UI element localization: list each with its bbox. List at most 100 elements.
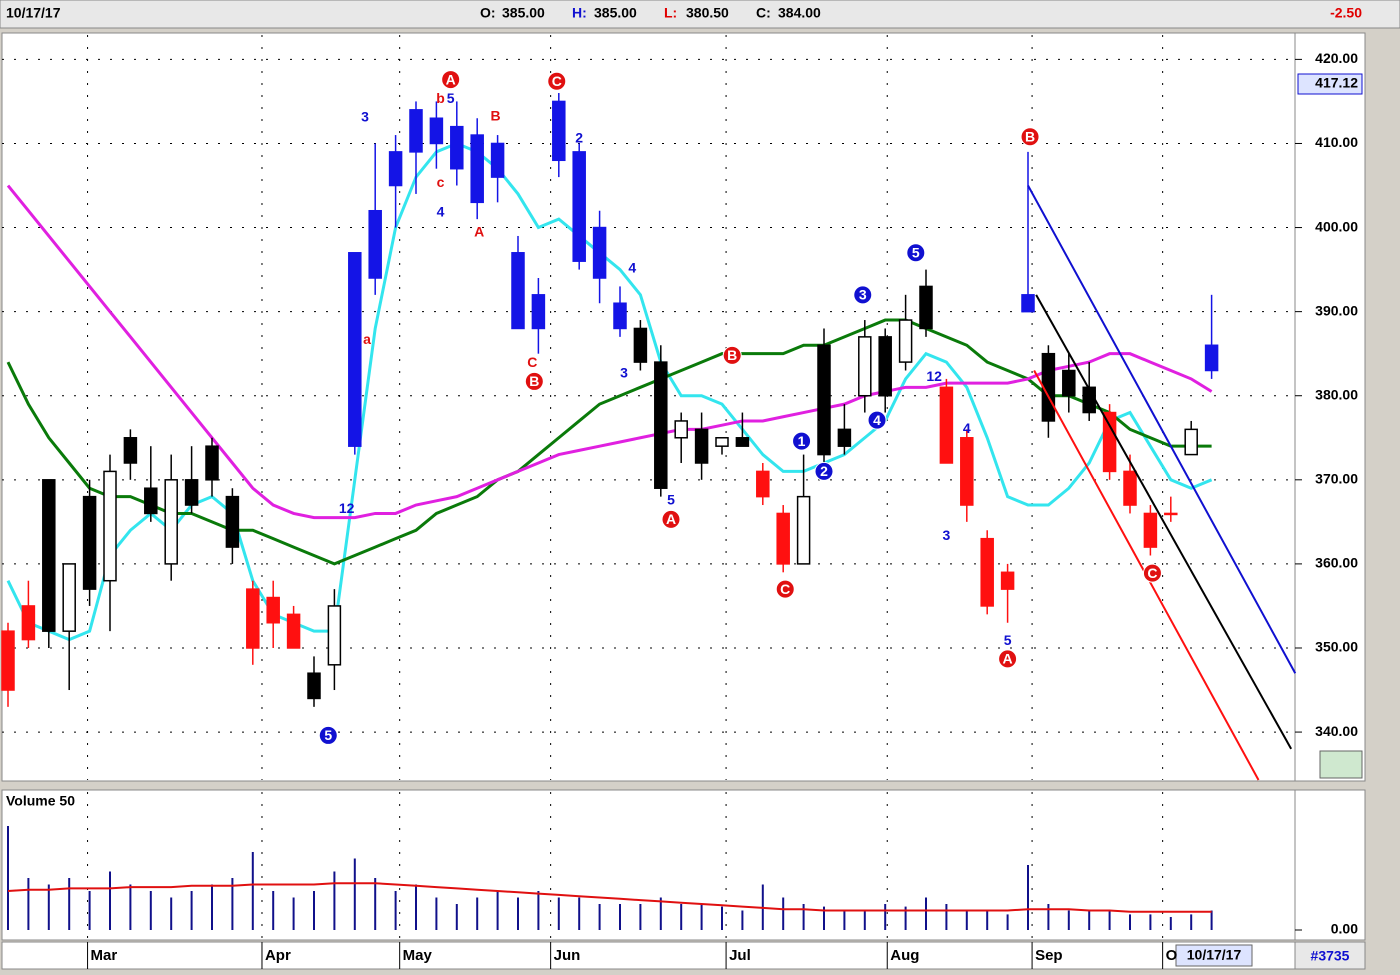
volume-title: Volume 50: [6, 793, 75, 809]
header-value: 384.00: [778, 5, 821, 21]
header-bar: [0, 0, 1400, 29]
candle-body: [552, 100, 566, 162]
volume-tick-label: 0.00: [1331, 921, 1358, 937]
candle-body: [796, 495, 811, 565]
wave-label: C: [552, 73, 562, 89]
candle-body: [715, 437, 729, 447]
candle-body: [511, 252, 525, 330]
header-label: O:: [480, 5, 496, 21]
wave-label: B: [529, 373, 539, 389]
wave-marker: [1142, 563, 1162, 583]
candle-body: [21, 605, 36, 641]
wave-label: A: [666, 511, 676, 527]
header-value: 385.00: [594, 5, 637, 21]
candle-body: [1021, 294, 1035, 313]
candle-body: [123, 437, 138, 464]
candle-body: [82, 495, 97, 590]
header-change: -2.50: [1330, 5, 1362, 21]
candle-body: [1204, 344, 1219, 372]
candle-body: [62, 563, 76, 632]
wave-label: 4: [873, 412, 881, 428]
wave-marker: [792, 431, 812, 451]
candle-body: [939, 386, 954, 464]
trendline: [1027, 185, 1297, 674]
cursor-date-box: [1175, 944, 1253, 967]
header-value: 380.50: [686, 5, 729, 21]
x-tick-label: Apr: [265, 947, 291, 964]
candle-body: [307, 672, 321, 700]
x-tick-label: Jun: [554, 947, 581, 964]
volume-ma: [7, 882, 1212, 913]
candle-body: [450, 125, 464, 170]
candle-body: [327, 605, 342, 666]
candle-body: [409, 109, 423, 153]
candle-body: [1, 630, 15, 691]
candle-body: [103, 470, 117, 582]
candle-body: [490, 142, 505, 178]
candle-body: [592, 226, 607, 279]
wave-marker: [547, 71, 567, 91]
ma-line: [6, 184, 1213, 520]
wave-label: c: [437, 174, 445, 190]
x-tick-label: O: [1166, 947, 1178, 964]
volume-panel: [1, 789, 1296, 941]
candle-body: [654, 361, 668, 489]
candle-body: [572, 151, 586, 262]
y-tick-label: 370.00: [1315, 471, 1358, 487]
wave-label: C: [527, 354, 537, 370]
candle-body: [1102, 411, 1117, 473]
y-tick-label: 350.00: [1315, 639, 1358, 655]
candle-body: [817, 344, 831, 456]
wave-label: 4: [437, 203, 445, 219]
wave-label: 4: [628, 260, 636, 276]
symbol-id: #3735: [1311, 948, 1350, 964]
candle-body: [1184, 428, 1198, 456]
tool-icon[interactable]: [1319, 750, 1363, 779]
wave-label: 3: [859, 287, 867, 303]
candle-body: [205, 445, 219, 481]
volume-axis: [1294, 789, 1366, 941]
y-tick-label: 400.00: [1315, 218, 1358, 234]
candle-body: [1000, 571, 1015, 590]
header-value: 385.00: [502, 5, 545, 21]
y-tick-label: 340.00: [1315, 723, 1358, 739]
header-label: C:: [756, 5, 771, 21]
x-tick-label: Jul: [729, 947, 751, 964]
y-tick-label: 390.00: [1315, 302, 1358, 318]
candle-body: [980, 537, 994, 607]
ma-line: [6, 141, 1213, 642]
price-panel: [1, 32, 1296, 782]
y-tick-label: 360.00: [1315, 555, 1358, 571]
wave-label: A: [474, 223, 484, 239]
candle-body: [388, 151, 403, 187]
candle-body: [184, 479, 199, 506]
wave-marker: [853, 285, 873, 305]
wave-marker: [524, 371, 544, 391]
wave-label: 5: [324, 727, 332, 743]
wave-label: C: [780, 581, 790, 597]
wave-label: A: [1003, 651, 1013, 667]
wave-label: 2: [575, 129, 583, 145]
header-label: L:: [664, 5, 677, 21]
y-tick-label: 410.00: [1315, 134, 1358, 150]
candle-body: [470, 134, 484, 204]
cursor-date: 10/17/17: [1187, 947, 1242, 963]
trendline: [1035, 294, 1293, 750]
wave-label: B: [727, 347, 737, 363]
candle-body: [246, 588, 260, 649]
wave-marker: [906, 243, 926, 263]
ma-line: [6, 318, 1212, 566]
wave-label: A: [446, 71, 456, 87]
candle-body: [144, 487, 158, 515]
header-date: 10/17/17: [6, 5, 61, 21]
wave-marker: [722, 345, 742, 365]
candle-body: [674, 420, 688, 439]
price-axis: [1294, 32, 1366, 782]
wave-label: 2: [820, 463, 828, 479]
candle-body: [429, 117, 444, 145]
header-label: H:: [572, 5, 587, 21]
wave-label: 5: [447, 90, 455, 106]
candle-body: [613, 302, 627, 330]
wave-marker: [1020, 127, 1040, 147]
